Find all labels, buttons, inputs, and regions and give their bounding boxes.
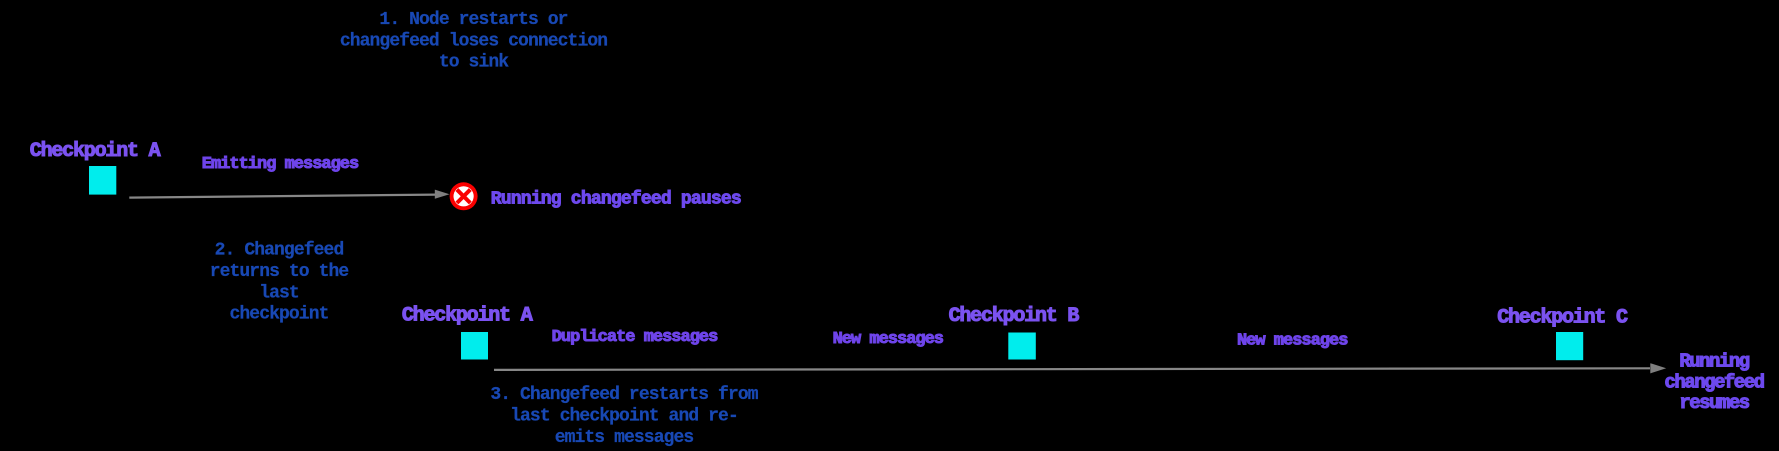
svg-text:New messages: New messages (1237, 331, 1348, 350)
svg-text:3. Changefeed restarts from: 3. Changefeed restarts from (490, 385, 758, 405)
svg-text:Running changefeed pauses: Running changefeed pauses (491, 189, 741, 209)
svg-text:returns to the: returns to the (210, 262, 349, 282)
svg-text:last checkpoint and re-: last checkpoint and re- (510, 407, 738, 427)
svg-text:Checkpoint B: Checkpoint B (949, 305, 1080, 328)
svg-text:changefeed loses connection: changefeed loses connection (340, 31, 607, 51)
svg-text:Checkpoint A: Checkpoint A (30, 140, 161, 163)
svg-text:1. Node restarts or: 1. Node restarts or (379, 10, 567, 30)
svg-text:changefeed: changefeed (1664, 371, 1764, 393)
svg-text:Duplicate messages: Duplicate messages (552, 328, 718, 347)
svg-text:Checkpoint C: Checkpoint C (1497, 307, 1628, 330)
svg-text:last: last (259, 283, 299, 303)
svg-text:emits messages: emits messages (555, 428, 694, 448)
svg-text:Checkpoint A: Checkpoint A (402, 305, 533, 328)
svg-text:New messages: New messages (833, 330, 944, 349)
svg-text:Running: Running (1679, 351, 1749, 373)
svg-text:resumes: resumes (1679, 392, 1749, 414)
svg-text:2. Changefeed: 2. Changefeed (215, 241, 344, 261)
svg-text:Emitting messages: Emitting messages (202, 155, 359, 174)
svg-text:checkpoint: checkpoint (229, 305, 328, 325)
svg-text:to sink: to sink (439, 53, 509, 73)
